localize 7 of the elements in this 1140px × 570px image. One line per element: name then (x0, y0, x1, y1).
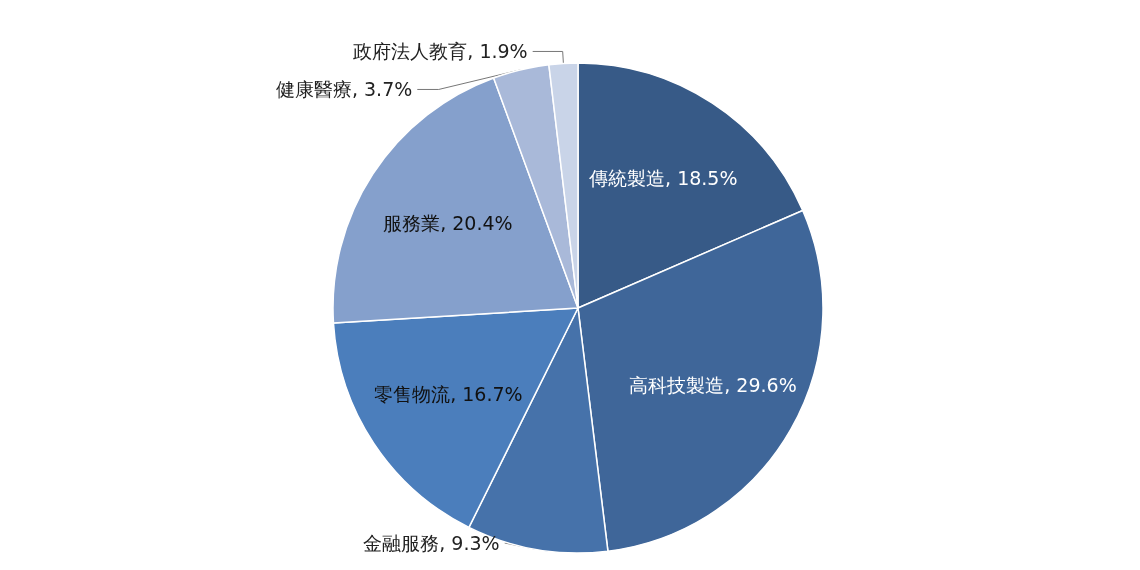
slice-label: 零售物流, 16.7% (374, 382, 523, 405)
slice-label: 健康醫療, 3.7% (275, 78, 413, 101)
slice-label: 高科技製造, 29.6% (629, 374, 797, 397)
slice-label: 金融服務, 9.3% (363, 532, 500, 554)
slice-label: 傳統製造, 18.5% (588, 166, 738, 189)
slice-label: 服務業, 20.4% (383, 211, 513, 234)
slice-label: 政府法人教育, 1.9% (353, 40, 528, 63)
